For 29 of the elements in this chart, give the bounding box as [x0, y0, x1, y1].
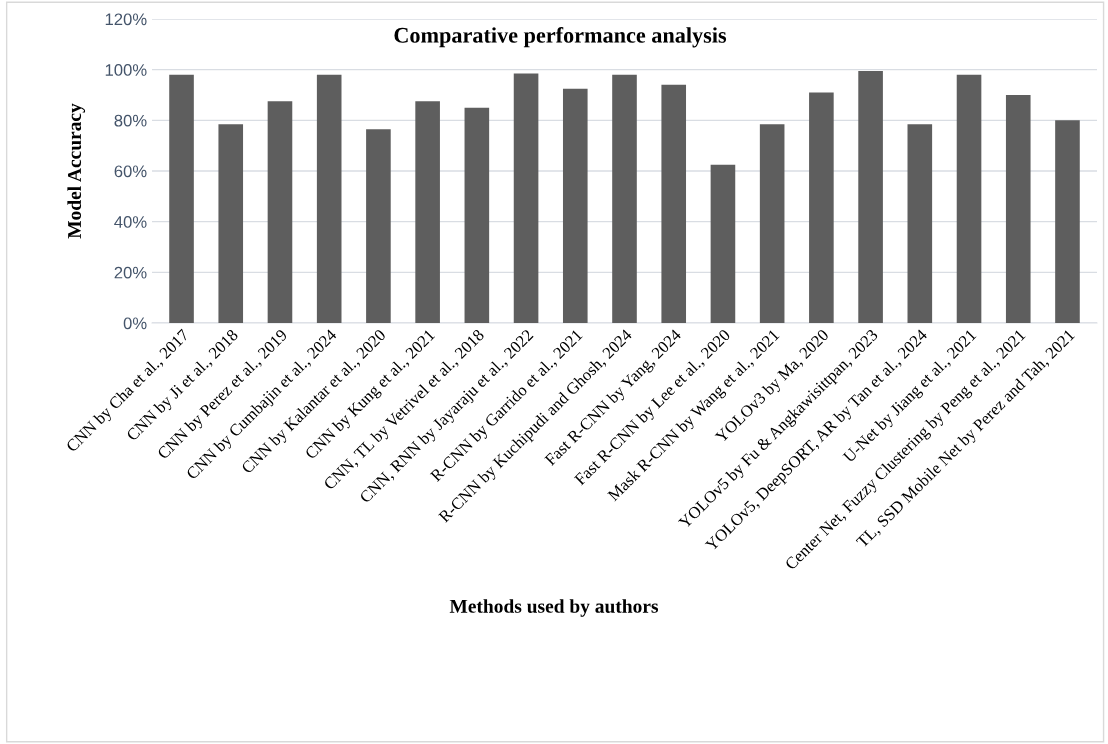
y-tick-label: 120% — [105, 13, 147, 26]
bar — [169, 74, 194, 323]
y-tick-label: 100% — [105, 64, 147, 76]
bar — [858, 70, 883, 323]
bar — [1005, 95, 1031, 323]
y-axis-title: Model Accuracy — [67, 103, 86, 239]
x-axis-title: Methods used by authors — [449, 599, 659, 617]
bar — [513, 73, 539, 323]
bar — [464, 107, 490, 323]
bar — [415, 101, 440, 323]
bar — [710, 164, 736, 323]
y-tick-label: 60% — [114, 165, 147, 178]
bar — [809, 92, 834, 323]
y-tick-label: 40% — [114, 216, 147, 228]
y-tick-label: 80% — [114, 114, 147, 127]
bar — [316, 74, 342, 323]
bar — [562, 88, 588, 323]
y-tick-label: 0% — [123, 317, 147, 330]
bar — [759, 124, 785, 323]
bar — [661, 84, 687, 323]
bar — [907, 124, 933, 323]
bar — [366, 129, 391, 323]
y-tick-label: 20% — [114, 266, 147, 279]
bar — [1055, 120, 1080, 323]
bar — [612, 74, 637, 323]
bar — [218, 124, 244, 323]
bar — [956, 74, 982, 323]
bar — [267, 101, 293, 323]
chart-title: Comparative performance analysis — [394, 26, 727, 48]
